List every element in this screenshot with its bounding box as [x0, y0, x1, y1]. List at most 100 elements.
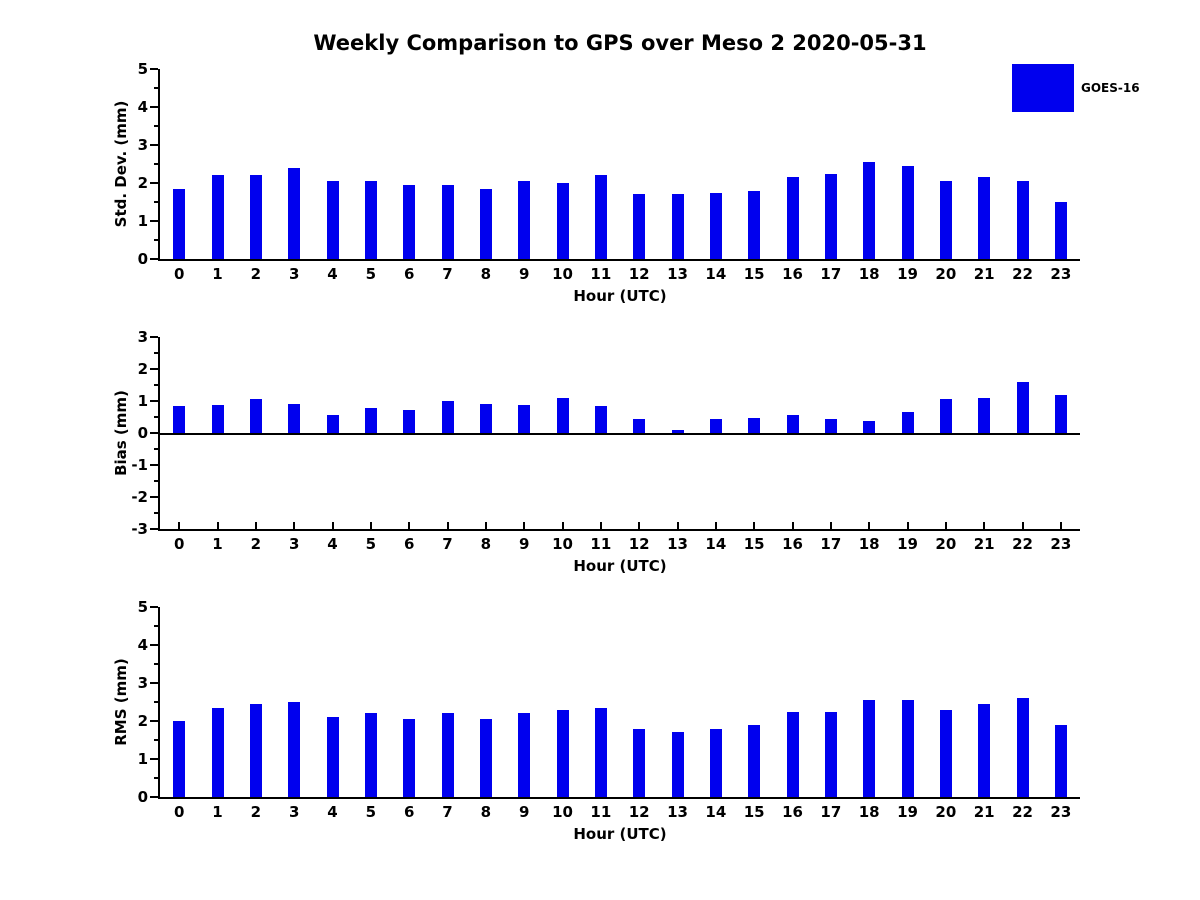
x-tick-label: 5	[365, 803, 377, 821]
y-tick-label: 3	[137, 328, 148, 346]
x-tick	[714, 522, 717, 529]
x-tick-label: 16	[782, 535, 803, 553]
bar-hour-17	[824, 419, 837, 433]
bar-hour-10	[556, 709, 569, 797]
y-tick-label: 5	[137, 598, 148, 616]
bar-hour-21	[978, 177, 991, 259]
y-tick-minor	[154, 480, 158, 482]
x-tick-label: 10	[552, 265, 573, 283]
x-tick	[446, 522, 449, 529]
x-tick	[1021, 522, 1024, 529]
bar-hour-20	[939, 399, 952, 433]
x-tick-label: 20	[935, 265, 957, 283]
x-tick-label: 21	[973, 535, 995, 553]
x-tick-label: 1	[212, 265, 223, 283]
y-tick-label: 2	[137, 174, 148, 192]
y-tick-label: 4	[137, 636, 148, 654]
x-tick-label: 12	[628, 535, 650, 553]
y-tick-label: 1	[137, 750, 148, 768]
x-tick-label: 13	[667, 803, 688, 821]
y-axis-title: Std. Dev. (mm)	[112, 100, 130, 228]
bar-hour-18	[863, 420, 876, 433]
bar-hour-1	[211, 175, 224, 259]
bar-hour-20	[939, 181, 952, 259]
y-tick-major	[150, 220, 158, 222]
bar-hour-21	[978, 397, 991, 433]
y-tick-label: -2	[131, 488, 148, 506]
y-tick-minor	[154, 239, 158, 241]
y-tick-major	[150, 106, 158, 108]
bar-hour-6	[403, 719, 416, 797]
y-tick-minor	[154, 163, 158, 165]
bar-hour-15	[748, 724, 761, 797]
x-tick-label: 1	[212, 803, 223, 821]
x-tick-label: 20	[935, 803, 957, 821]
x-tick-label: 18	[858, 265, 880, 283]
y-tick-minor	[154, 384, 158, 386]
x-tick-label: 19	[897, 803, 918, 821]
bar-hour-19	[901, 412, 914, 433]
x-tick-label: 3	[288, 265, 300, 283]
x-tick-label: 14	[705, 265, 727, 283]
x-tick	[254, 522, 257, 529]
x-tick-label: 23	[1050, 535, 1072, 553]
x-tick-label: 22	[1012, 803, 1033, 821]
x-tick	[791, 522, 794, 529]
x-tick-label: 5	[365, 265, 377, 283]
x-tick-label: 2	[250, 535, 262, 553]
x-tick	[753, 522, 756, 529]
bar-hour-10	[556, 183, 569, 259]
bar-hour-19	[901, 700, 914, 797]
x-tick	[983, 522, 986, 529]
y-tick-minor	[154, 663, 158, 665]
x-tick-label: 0	[173, 265, 185, 283]
y-tick-major	[150, 368, 158, 370]
y-tick-minor	[154, 777, 158, 779]
x-tick-label: 3	[288, 535, 300, 553]
x-tick-label: 23	[1050, 265, 1072, 283]
x-tick-label: 8	[480, 803, 492, 821]
bar-hour-8	[479, 188, 492, 259]
bar-hour-5	[364, 408, 377, 433]
bar-hour-5	[364, 713, 377, 797]
x-tick-label: 4	[327, 803, 338, 821]
x-tick-label: 1	[212, 535, 223, 553]
x-tick-label: 17	[820, 803, 842, 821]
bar-hour-9	[518, 404, 531, 433]
x-tick	[178, 522, 181, 529]
bar-hour-18	[863, 162, 876, 259]
x-axis-line	[158, 529, 1080, 531]
figure-title: Weekly Comparison to GPS over Meso 2 202…	[313, 31, 927, 55]
x-tick	[293, 522, 296, 529]
legend-swatch-goes-16	[1012, 64, 1074, 112]
x-tick-label: 0	[173, 535, 185, 553]
bar-hour-6	[403, 409, 416, 433]
x-axis-title: Hour (UTC)	[573, 287, 667, 305]
x-tick-label: 22	[1012, 265, 1033, 283]
y-axis-line	[158, 69, 160, 261]
x-tick-label: 10	[552, 535, 573, 553]
x-tick	[369, 522, 372, 529]
y-axis-title: Bias (mm)	[112, 390, 130, 476]
x-tick	[829, 522, 832, 529]
y-tick-minor	[154, 125, 158, 127]
y-tick-major	[150, 432, 158, 434]
bar-hour-0	[173, 405, 186, 433]
bar-hour-22	[1016, 381, 1029, 433]
y-tick-label: 2	[137, 360, 148, 378]
x-tick-label: 4	[327, 265, 338, 283]
bar-hour-15	[748, 190, 761, 259]
y-tick-minor	[154, 512, 158, 514]
x-tick-label: 17	[820, 535, 842, 553]
x-tick-label: 3	[288, 803, 300, 821]
bar-hour-22	[1016, 698, 1029, 797]
y-tick-label: 0	[137, 788, 148, 806]
bar-hour-14	[709, 192, 722, 259]
bar-hour-20	[939, 709, 952, 797]
bar-hour-0	[173, 721, 186, 797]
bar-hour-19	[901, 165, 914, 259]
x-tick	[638, 522, 641, 529]
bar-hour-23	[1054, 394, 1067, 433]
x-tick	[561, 522, 564, 529]
bar-hour-10	[556, 397, 569, 433]
